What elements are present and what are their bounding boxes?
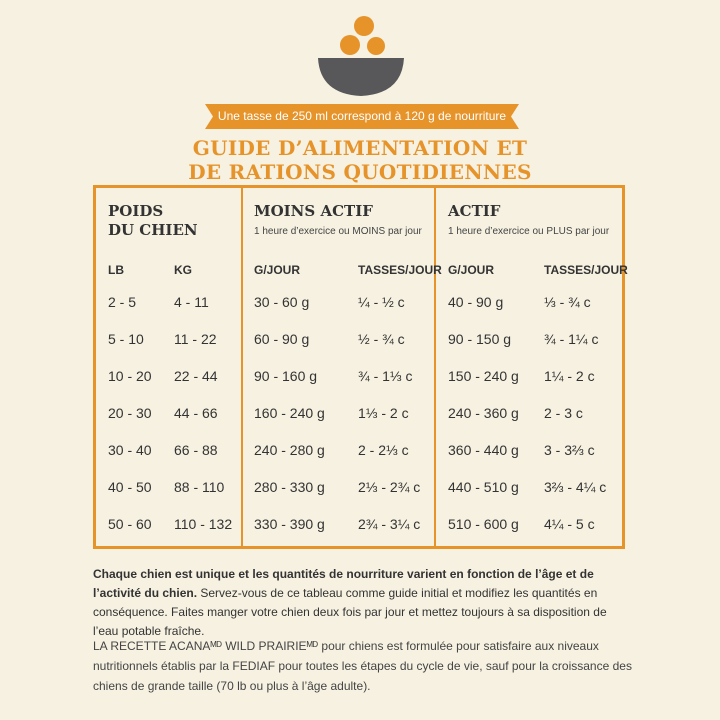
- column-header-cups-day: TASSES/JOUR: [358, 263, 442, 277]
- food-bowl-icon: [318, 16, 404, 96]
- table-cell: 66 - 88: [174, 442, 218, 458]
- note-body: Servez-vous de ce tableau comme guide in…: [93, 586, 607, 638]
- table-cell: 240 - 360 g: [448, 405, 519, 421]
- group-subtitle-active: 1 heure d’exercice ou PLUS par jour: [448, 226, 610, 237]
- note-paragraph: Chaque chien est unique et les quantités…: [93, 565, 633, 641]
- table-cell: ¾ - 1⅓ c: [358, 368, 413, 384]
- table-cell: 1⅓ - 2 c: [358, 405, 409, 421]
- column-divider: [434, 188, 436, 546]
- table-cell: 2¾ - 3¼ c: [358, 516, 421, 532]
- table-cell: ¼ - ½ c: [358, 294, 405, 310]
- table-cell: 50 - 60: [108, 516, 152, 532]
- table-cell: 5 - 10: [108, 331, 144, 347]
- group-subtitle-less-active: 1 heure d’exercice ou MOINS par jour: [254, 226, 422, 237]
- table-cell: 44 - 66: [174, 405, 218, 421]
- table-cell: 20 - 30: [108, 405, 152, 421]
- table-cell: 3 - 3⅔ c: [544, 442, 595, 458]
- column-divider: [241, 188, 243, 546]
- table-cell: 90 - 150 g: [448, 331, 512, 347]
- column-header-cups-day-active: TASSES/JOUR: [544, 263, 628, 277]
- column-header-kg: KG: [174, 263, 192, 277]
- table-cell: 88 - 110: [174, 479, 225, 495]
- group-title-less-active: MOINS ACTIF: [254, 202, 373, 220]
- table-cell: ¾ - 1¼ c: [544, 331, 599, 347]
- banner-ribbon: [205, 104, 519, 129]
- table-cell: 4 - 11: [174, 294, 209, 310]
- table-cell: 90 - 160 g: [254, 368, 318, 384]
- serving-note: Une tasse de 250 ml correspond à 120 g d…: [217, 109, 507, 123]
- table-cell: 240 - 280 g: [254, 442, 325, 458]
- table-cell: 2 - 2⅓ c: [358, 442, 409, 458]
- table-cell: 30 - 60 g: [254, 294, 310, 310]
- table-cell: 2 - 5: [108, 294, 137, 310]
- column-header-g-day-active: G/JOUR: [448, 263, 495, 277]
- table-cell: 40 - 90 g: [448, 294, 504, 310]
- column-header-g-day: G/JOUR: [254, 263, 301, 277]
- table-cell: 280 - 330 g: [254, 479, 325, 495]
- table-cell: 330 - 390 g: [254, 516, 325, 532]
- recipe-statement: LA RECETTE ACANAᴹᴰ WILD PRAIRIEᴹᴰ pour c…: [93, 639, 632, 693]
- group-title-weight: POIDS DU CHIEN: [108, 202, 198, 239]
- table-cell: 110 - 132: [174, 516, 233, 532]
- table-cell: 3⅔ - 4¼ c: [544, 479, 607, 495]
- group-title-active: ACTIF: [448, 202, 501, 220]
- column-header-lb: LB: [108, 263, 124, 277]
- table-cell: 360 - 440 g: [448, 442, 519, 458]
- table-cell: 150 - 240 g: [448, 368, 519, 384]
- table-cell: 510 - 600 g: [448, 516, 519, 532]
- page-title-line-2: DE RATIONS QUOTIDIENNES: [188, 160, 532, 184]
- table-cell: 1¼ - 2 c: [544, 368, 595, 384]
- table-cell: ⅓ - ¾ c: [544, 294, 591, 310]
- note-lead: Chaque chien est unique et les quantités…: [93, 567, 594, 600]
- page-title-line-1: GUIDE D’ALIMENTATION ET: [192, 136, 528, 160]
- feeding-table: POIDS DU CHIEN MOINS ACTIF 1 heure d’exe…: [93, 185, 628, 549]
- table-cell: 440 - 510 g: [448, 479, 519, 495]
- table-cell: 4¼ - 5 c: [544, 516, 595, 532]
- table-cell: 10 - 20: [108, 368, 152, 384]
- table-cell: 2 - 3 c: [544, 405, 583, 421]
- table-cell: ½ - ¾ c: [358, 331, 405, 347]
- table-cell: 40 - 50: [108, 479, 152, 495]
- table-cell: 11 - 22: [174, 331, 217, 347]
- table-cell: 30 - 40: [108, 442, 152, 458]
- table-cell: 22 - 44: [174, 368, 218, 384]
- table-cell: 60 - 90 g: [254, 331, 310, 347]
- table-cell: 2⅓ - 2¾ c: [358, 479, 421, 495]
- table-cell: 160 - 240 g: [254, 405, 325, 421]
